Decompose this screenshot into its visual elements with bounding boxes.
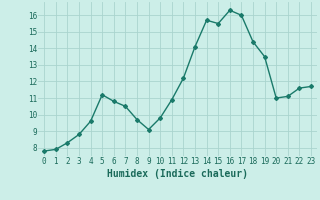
X-axis label: Humidex (Indice chaleur): Humidex (Indice chaleur) — [107, 169, 248, 179]
